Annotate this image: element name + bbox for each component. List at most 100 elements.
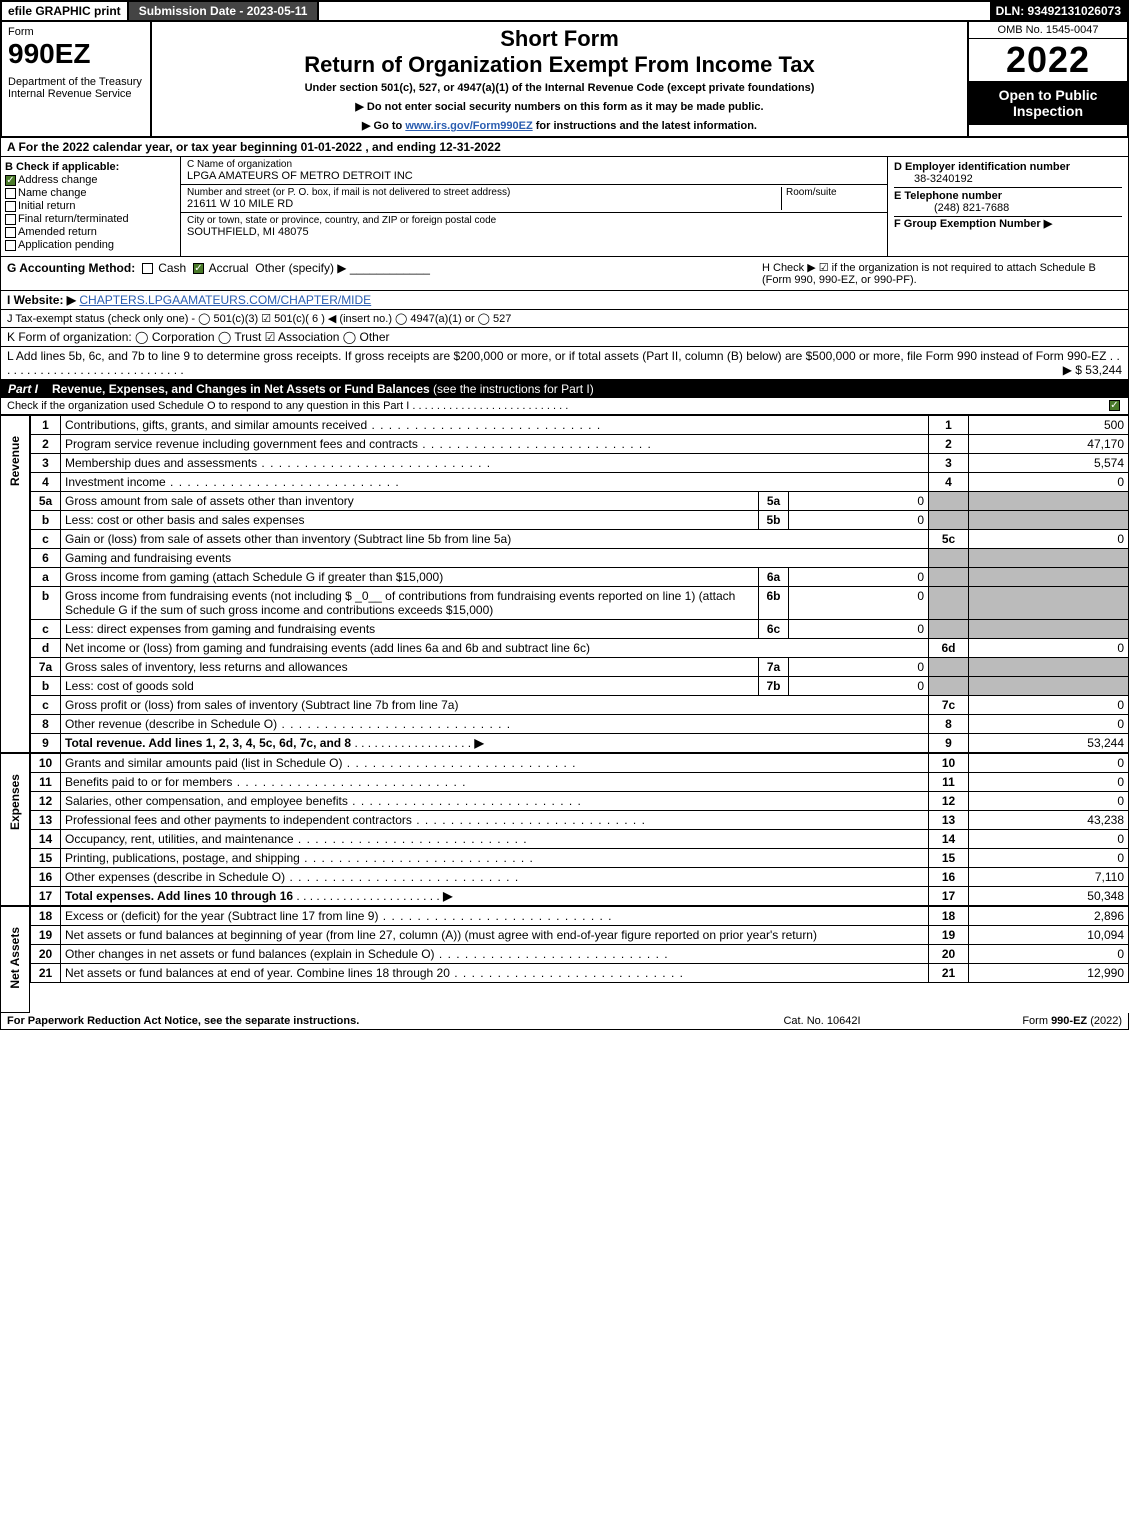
cb-final-return[interactable]: Final return/terminated xyxy=(5,213,176,225)
part1-title: Revenue, Expenses, and Changes in Net As… xyxy=(46,380,1129,398)
col-b: B Check if applicable: ✓Address change N… xyxy=(1,157,181,256)
line-6c: cLess: direct expenses from gaming and f… xyxy=(31,620,1129,639)
col-d: D Employer identification number 38-3240… xyxy=(888,157,1128,256)
line-3: 3Membership dues and assessments35,574 xyxy=(31,454,1129,473)
cb-name-change[interactable]: Name change xyxy=(5,187,176,199)
line-5a: 5aGross amount from sale of assets other… xyxy=(31,492,1129,511)
title-return: Return of Organization Exempt From Incom… xyxy=(160,52,959,78)
line-16: 16Other expenses (describe in Schedule O… xyxy=(31,868,1129,887)
row-i: I Website: ▶ CHAPTERS.LPGAAMATEURS.COM/C… xyxy=(0,291,1129,310)
org-address: 21611 W 10 MILE RD xyxy=(187,198,781,210)
part1-label: Part I xyxy=(0,380,46,398)
d-ein-block: D Employer identification number 38-3240… xyxy=(894,159,1122,188)
part1-header: Part I Revenue, Expenses, and Changes in… xyxy=(0,380,1129,398)
checkbox-icon xyxy=(5,227,16,238)
cb-application-pending[interactable]: Application pending xyxy=(5,239,176,251)
line-21: 21Net assets or fund balances at end of … xyxy=(31,964,1129,983)
form-label: Form xyxy=(8,26,144,38)
checkbox-icon: ✓ xyxy=(5,175,16,186)
line-2: 2Program service revenue including gover… xyxy=(31,435,1129,454)
omb-number: OMB No. 1545-0047 xyxy=(969,22,1127,39)
line-7b: bLess: cost of goods sold7b0 xyxy=(31,677,1129,696)
line-10: 10Grants and similar amounts paid (list … xyxy=(31,754,1129,773)
row-gh: G Accounting Method: Cash ✓ Accrual Othe… xyxy=(0,257,1129,291)
l-text: L Add lines 5b, 6c, and 7b to line 9 to … xyxy=(7,349,1106,363)
line-7c: cGross profit or (loss) from sales of in… xyxy=(31,696,1129,715)
group-label: F Group Exemption Number ▶ xyxy=(894,218,1052,230)
line-1: 1Contributions, gifts, grants, and simil… xyxy=(31,416,1129,435)
checkbox-icon xyxy=(5,201,16,212)
line-17: 17Total expenses. Add lines 10 through 1… xyxy=(31,887,1129,906)
line-8: 8Other revenue (describe in Schedule O)8… xyxy=(31,715,1129,734)
title-short-form: Short Form xyxy=(160,26,959,52)
netassets-wrap: Net Assets 18Excess or (deficit) for the… xyxy=(0,906,1129,1013)
top-bar: efile GRAPHIC print Submission Date - 20… xyxy=(0,0,1129,22)
c-city-block: City or town, state or province, country… xyxy=(181,213,887,240)
line-11: 11Benefits paid to or for members110 xyxy=(31,773,1129,792)
irs-link[interactable]: www.irs.gov/Form990EZ xyxy=(405,120,532,132)
checkbox-icon xyxy=(5,240,16,251)
efile-label[interactable]: efile GRAPHIC print xyxy=(2,2,129,20)
checkbox-icon[interactable] xyxy=(142,263,153,274)
tax-year: 2022 xyxy=(969,39,1127,81)
spacer xyxy=(319,2,989,20)
header-right: OMB No. 1545-0047 2022 Open to Public In… xyxy=(967,22,1127,136)
line-9: 9Total revenue. Add lines 1, 2, 3, 4, 5c… xyxy=(31,734,1129,753)
revenue-side-label: Revenue xyxy=(0,415,30,753)
line-13: 13Professional fees and other payments t… xyxy=(31,811,1129,830)
line-12: 12Salaries, other compensation, and empl… xyxy=(31,792,1129,811)
header-left: Form 990EZ Department of the Treasury In… xyxy=(2,22,152,136)
footer: For Paperwork Reduction Act Notice, see … xyxy=(0,1013,1129,1030)
c-city-label: City or town, state or province, country… xyxy=(187,215,881,226)
footer-center: Cat. No. 10642I xyxy=(722,1015,922,1027)
instruction-1: ▶ Do not enter social security numbers o… xyxy=(160,100,959,113)
expenses-side-label: Expenses xyxy=(0,753,30,906)
cb-amended-return[interactable]: Amended return xyxy=(5,226,176,238)
line-5c: cGain or (loss) from sale of assets othe… xyxy=(31,530,1129,549)
footer-left: For Paperwork Reduction Act Notice, see … xyxy=(7,1015,722,1027)
line-5b: bLess: cost or other basis and sales exp… xyxy=(31,511,1129,530)
tel-value: (248) 821-7688 xyxy=(894,202,1009,214)
website-link[interactable]: CHAPTERS.LPGAAMATEURS.COM/CHAPTER/MIDE xyxy=(79,293,371,307)
netassets-table: 18Excess or (deficit) for the year (Subt… xyxy=(30,906,1129,983)
checkbox-icon xyxy=(5,214,16,225)
i-label: I Website: ▶ xyxy=(7,293,76,307)
netassets-side-label: Net Assets xyxy=(0,906,30,1013)
line-4: 4Investment income40 xyxy=(31,473,1129,492)
form-header: Form 990EZ Department of the Treasury In… xyxy=(0,22,1129,138)
line-6d: dNet income or (loss) from gaming and fu… xyxy=(31,639,1129,658)
revenue-table: 1Contributions, gifts, grants, and simil… xyxy=(30,415,1129,753)
dept-label: Department of the Treasury Internal Reve… xyxy=(8,76,144,100)
ein-value: 38-3240192 xyxy=(894,173,973,185)
expenses-wrap: Expenses 10Grants and similar amounts pa… xyxy=(0,753,1129,906)
line-6: 6Gaming and fundraising events xyxy=(31,549,1129,568)
line-6b: bGross income from fundraising events (n… xyxy=(31,587,1129,620)
line-19: 19Net assets or fund balances at beginni… xyxy=(31,926,1129,945)
footer-right: Form 990-EZ (2022) xyxy=(922,1015,1122,1027)
line-18: 18Excess or (deficit) for the year (Subt… xyxy=(31,907,1129,926)
line-14: 14Occupancy, rent, utilities, and mainte… xyxy=(31,830,1129,849)
cb-address-change[interactable]: ✓Address change xyxy=(5,174,176,186)
e-tel-block: E Telephone number (248) 821-7688 xyxy=(894,188,1122,217)
checkbox-icon[interactable]: ✓ xyxy=(1109,400,1120,411)
cb-initial-return[interactable]: Initial return xyxy=(5,200,176,212)
instruction-2: ▶ Go to www.irs.gov/Form990EZ for instru… xyxy=(160,119,959,132)
row-l: L Add lines 5b, 6c, and 7b to line 9 to … xyxy=(0,347,1129,380)
checkbox-icon[interactable]: ✓ xyxy=(193,263,204,274)
c-addr-label: Number and street (or P. O. box, if mail… xyxy=(187,187,781,198)
checkbox-icon xyxy=(5,188,16,199)
line-15: 15Printing, publications, postage, and s… xyxy=(31,849,1129,868)
expenses-table: 10Grants and similar amounts paid (list … xyxy=(30,753,1129,906)
b-title: B Check if applicable: xyxy=(5,161,119,173)
h-schedule-b: H Check ▶ ☑ if the organization is not r… xyxy=(762,261,1122,286)
line-7a: 7aGross sales of inventory, less returns… xyxy=(31,658,1129,677)
tel-label: E Telephone number xyxy=(894,190,1002,202)
line-6a: aGross income from gaming (attach Schedu… xyxy=(31,568,1129,587)
line-20: 20Other changes in net assets or fund ba… xyxy=(31,945,1129,964)
row-a: A For the 2022 calendar year, or tax yea… xyxy=(0,138,1129,157)
dln-label: DLN: 93492131026073 xyxy=(990,2,1127,20)
part1-sub: Check if the organization used Schedule … xyxy=(0,398,1129,415)
c-addr-block: Number and street (or P. O. box, if mail… xyxy=(181,185,887,213)
row-a-text: A For the 2022 calendar year, or tax yea… xyxy=(7,140,501,154)
inst2-pre: ▶ Go to xyxy=(362,120,405,132)
